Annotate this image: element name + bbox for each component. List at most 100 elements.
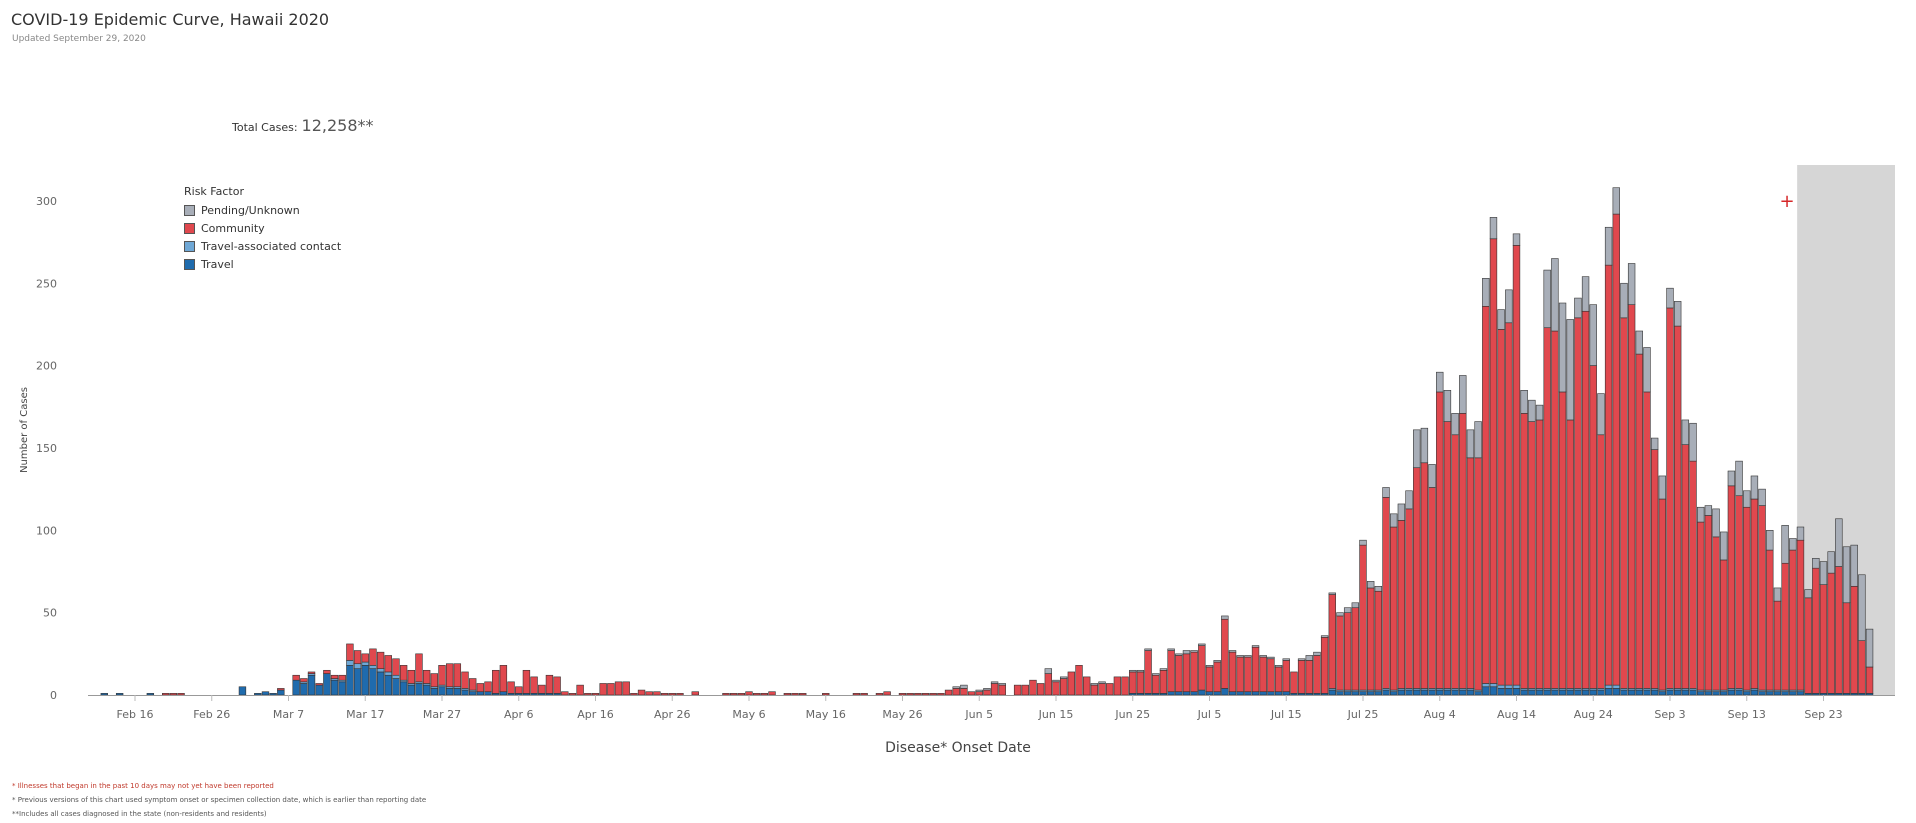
legend-item-travel-contact[interactable]: Travel-associated contact <box>184 237 341 255</box>
legend-item-travel[interactable]: Travel <box>184 255 341 273</box>
bar-segment-travel-contact <box>346 660 354 666</box>
bar-segment-community <box>599 683 607 696</box>
bar-segment-pending <box>975 689 983 693</box>
bar-segment-community <box>1712 536 1720 691</box>
bar-segment-community <box>1758 505 1766 691</box>
bar-segment-pending <box>1566 319 1574 421</box>
bar-segment-travel <box>1512 688 1521 696</box>
bar-segment-travel <box>1789 691 1797 696</box>
bar-segment-pending <box>1551 258 1559 332</box>
bar-segment-travel <box>1351 691 1360 696</box>
bar-segment-community <box>507 681 515 694</box>
total-cases-value: 12,258** <box>301 116 374 135</box>
bar-segment-community <box>1812 567 1820 694</box>
bar-segment-community <box>591 693 600 696</box>
bar-segment-community <box>1198 645 1206 691</box>
bar-segment-community <box>584 693 592 696</box>
bar-segment-community <box>1328 594 1336 689</box>
bar-segment-community <box>1159 669 1168 694</box>
bar-segment-community <box>1274 666 1283 693</box>
bar-segment-community <box>1013 684 1022 696</box>
bar-segment-community <box>722 693 730 696</box>
bar-segment-community <box>1535 419 1544 689</box>
bar-segment-community <box>1689 460 1697 689</box>
bar-segment-pending <box>1796 526 1805 541</box>
bar-segment-community <box>622 681 630 696</box>
bar-segment-community <box>898 693 907 696</box>
bar-segment-pending <box>1436 371 1444 393</box>
footnote-1: * Illnesses that began in the past 10 da… <box>12 782 274 790</box>
bar-segment-pending <box>1259 655 1267 658</box>
bar-segment-community <box>676 693 684 696</box>
bar-segment-travel <box>1251 691 1260 696</box>
bar-segment-community <box>1290 671 1298 694</box>
bar-segment-community <box>1650 449 1659 689</box>
legend-swatch-community <box>184 222 195 234</box>
legend: Risk Factor Pending/Unknown Community Tr… <box>184 185 341 273</box>
bar-segment-pending <box>960 684 968 689</box>
bar-segment-pending <box>1720 531 1728 561</box>
bar-segment-community <box>476 683 485 693</box>
bar-segment-travel <box>238 686 247 696</box>
bar-segment-pending <box>1336 612 1344 617</box>
bar-segment-travel <box>1574 689 1582 696</box>
bar-segment-travel <box>1497 688 1505 696</box>
bar-segment-travel <box>1773 691 1782 696</box>
bar-segment-community <box>637 689 646 696</box>
bar-segment-pending <box>1374 585 1383 592</box>
bar-segment-community <box>1228 651 1237 693</box>
bar-segment-pending <box>1413 429 1421 469</box>
legend-item-community[interactable]: Community <box>184 219 341 237</box>
bar-segment-community <box>760 693 769 696</box>
bar-segment-community <box>1428 487 1436 689</box>
legend-title: Risk Factor <box>184 185 244 198</box>
bar-segment-pending <box>1282 658 1290 661</box>
bar-segment-travel <box>1666 689 1674 696</box>
bar-segment-travel <box>1405 689 1413 696</box>
bar-segment-pending <box>998 683 1006 686</box>
y-tick-label: 150 <box>36 442 57 455</box>
bar-segment-pending <box>1789 538 1797 551</box>
bar-segment-pending <box>1390 513 1398 528</box>
bar-segment-pending <box>1604 226 1613 266</box>
bar-segment-travel-contact <box>369 665 377 669</box>
bar-segment-travel <box>1359 691 1367 696</box>
bar-segment-pending <box>1689 422 1697 462</box>
add-marker-icon[interactable]: + <box>1779 191 1794 212</box>
bar-segment-travel <box>1221 688 1229 696</box>
bar-segment-community <box>162 693 170 696</box>
bar-segment-community <box>1221 618 1229 689</box>
bar-segment-travel <box>476 691 485 696</box>
bar-segment-travel <box>1474 691 1482 696</box>
bar-segment-pending <box>1420 427 1429 464</box>
bar-segment-community <box>799 693 807 696</box>
bar-segment-community <box>660 693 669 696</box>
bar-segment-community <box>1390 526 1398 691</box>
x-tick-label: Feb 16 <box>117 708 154 721</box>
bar-segment-community <box>530 676 538 694</box>
bar-segment-community <box>1182 653 1191 693</box>
bar-segment-travel <box>1551 689 1559 696</box>
legend-swatch-pending <box>184 204 195 216</box>
bar-segment-community <box>1558 391 1567 689</box>
bar-segment-travel <box>1635 689 1643 696</box>
bar-segment-pending <box>1781 525 1789 564</box>
x-tick-label: Sep 3 <box>1654 708 1685 721</box>
bar-segment-community <box>1320 637 1329 694</box>
chart-subtitle: Updated September 29, 2020 <box>12 34 146 44</box>
x-tick-label: Sep 23 <box>1804 708 1842 721</box>
bar-segment-community <box>1766 549 1774 691</box>
bar-segment-pending <box>952 686 960 689</box>
bar-segment-travel <box>1735 689 1743 696</box>
bar-segment-community <box>1850 585 1858 694</box>
bar-segment-pending <box>1712 508 1720 538</box>
bar-segment-travel <box>1382 689 1390 696</box>
bar-segment-community <box>1244 656 1252 693</box>
legend-item-pending[interactable]: Pending/Unknown <box>184 201 341 219</box>
bar-segment-community <box>1781 562 1789 691</box>
bar-segment-pending <box>1574 297 1582 319</box>
bar-segment-community <box>1604 264 1613 686</box>
y-tick-label: 0 <box>50 689 57 702</box>
bar-segment-community <box>1597 434 1605 689</box>
